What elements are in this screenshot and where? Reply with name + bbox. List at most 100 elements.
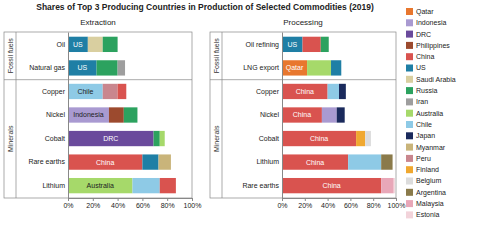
frame bbox=[4, 32, 192, 198]
y-tick-label: Oil bbox=[56, 41, 65, 48]
y-tick-label: Rare earths bbox=[242, 182, 279, 189]
bar-segment bbox=[282, 178, 381, 193]
legend-swatch bbox=[406, 65, 413, 72]
bar-segment bbox=[160, 131, 165, 146]
legend-item: DRC bbox=[406, 31, 431, 38]
segment-label: China bbox=[322, 182, 340, 189]
group-label: Fossil fuels bbox=[213, 38, 220, 74]
segment-label: Australia bbox=[87, 182, 114, 189]
legend-label: Australia bbox=[416, 110, 443, 117]
legend-swatch bbox=[406, 132, 413, 139]
bar-segment bbox=[118, 60, 125, 75]
x-tick: 0% bbox=[277, 198, 287, 209]
legend-item: Indonesia bbox=[406, 19, 446, 26]
x-tick-mark bbox=[93, 198, 94, 201]
legend-label: Malaysia bbox=[416, 200, 444, 208]
x-tick: 40% bbox=[321, 198, 335, 209]
bar-segment bbox=[348, 154, 381, 169]
x-tick: 100% bbox=[184, 198, 202, 209]
bar-segment bbox=[124, 107, 138, 122]
bar-segment bbox=[381, 178, 394, 193]
segment-label: China bbox=[306, 159, 324, 166]
bar-segment bbox=[68, 84, 103, 99]
y-tick-label: LNG export bbox=[243, 64, 279, 72]
legend-label: Japan bbox=[416, 132, 435, 140]
legend-swatch bbox=[406, 178, 413, 185]
x-tick-label: 20% bbox=[86, 202, 100, 209]
legend-label: Russia bbox=[416, 87, 438, 94]
group-separator bbox=[4, 79, 192, 80]
bar-segment bbox=[282, 60, 307, 75]
y-tick: Copper bbox=[42, 88, 68, 96]
legend-swatch bbox=[406, 42, 413, 49]
bar-segment bbox=[118, 84, 127, 99]
y-tick: Cobalt bbox=[45, 135, 68, 142]
legend-label: Finland bbox=[416, 166, 439, 173]
bar-segment bbox=[337, 107, 345, 122]
segment-label: Chile bbox=[77, 88, 93, 95]
x-tick: 20% bbox=[298, 198, 312, 209]
y-tick-label: Lithium bbox=[42, 182, 65, 189]
legend-item: Finland bbox=[406, 166, 439, 173]
x-tick-label: 60% bbox=[136, 202, 150, 209]
bar-segment bbox=[394, 178, 395, 193]
subtitle: Processing bbox=[283, 18, 323, 27]
bar-segment bbox=[282, 37, 303, 52]
x-tick: 0% bbox=[63, 198, 73, 209]
x-tick: 100% bbox=[388, 198, 406, 209]
x-axis-line bbox=[69, 199, 193, 202]
legend-label: Belgium bbox=[416, 177, 441, 185]
y-tick-label: Copper bbox=[256, 88, 280, 96]
legend-item: Chile bbox=[406, 121, 432, 128]
legend-swatch bbox=[406, 31, 413, 38]
x-tick: 20% bbox=[86, 198, 100, 209]
segment-label: Qatar bbox=[286, 64, 304, 72]
legend-swatch bbox=[406, 200, 413, 207]
y-tick: Cobalt bbox=[259, 135, 282, 142]
legend-swatch bbox=[406, 155, 413, 162]
bar-segment bbox=[132, 178, 159, 193]
y-axis: Oil Natural gas Copper Nickel Cobalt Rare ear… bbox=[28, 33, 68, 199]
y-tick-label: Rare earths bbox=[28, 158, 65, 165]
bar-segment bbox=[282, 131, 356, 146]
legend-label: Indonesia bbox=[416, 19, 446, 26]
x-tick-mark bbox=[192, 198, 193, 201]
bar-segment bbox=[331, 60, 341, 75]
group-label: Minerals bbox=[213, 125, 220, 152]
y-axis: Oil refiningLNG exportCopperNickelCobalt… bbox=[242, 33, 282, 199]
legend-swatch bbox=[406, 189, 413, 196]
legend-swatch bbox=[406, 211, 413, 218]
x-tick-mark bbox=[142, 198, 143, 201]
legend-item: Japan bbox=[406, 132, 435, 140]
chart: Shares of Top 3 Producing Countries in P… bbox=[0, 0, 480, 227]
segment-label: Indonesia bbox=[73, 111, 103, 118]
x-tick-label: 20% bbox=[298, 202, 312, 209]
bar-segment bbox=[159, 154, 171, 169]
x-tick-mark bbox=[373, 198, 374, 201]
panel: ProcessingFossil fuelsMineralsUSQatarChi… bbox=[210, 18, 405, 209]
legend-swatch bbox=[406, 19, 413, 26]
y-tick-label: Natural gas bbox=[29, 64, 65, 72]
legend-swatch bbox=[406, 87, 413, 94]
y-tick-label: Nickel bbox=[46, 111, 66, 118]
bar-segment bbox=[103, 37, 118, 52]
y-axis-line bbox=[282, 33, 283, 199]
bar-segment bbox=[109, 107, 124, 122]
bar-segment bbox=[365, 131, 371, 146]
legend-swatch bbox=[406, 144, 413, 151]
x-tick-mark bbox=[167, 198, 168, 201]
group-label: Fossil fuels bbox=[7, 38, 14, 74]
x-tick-label: 0% bbox=[277, 202, 287, 209]
bar-segment bbox=[303, 37, 321, 52]
bars bbox=[68, 37, 176, 194]
y-tick-label: Copper bbox=[42, 88, 66, 96]
segment-label: US bbox=[77, 64, 87, 71]
legend-item: Saudi Arabia bbox=[406, 76, 456, 83]
x-tick-mark bbox=[282, 198, 283, 201]
legend-label: Myanmar bbox=[416, 144, 446, 152]
bar-segment bbox=[68, 60, 97, 75]
legend-label: DRC bbox=[416, 31, 431, 38]
y-tick: Natural gas bbox=[29, 64, 68, 72]
bar-segment bbox=[339, 84, 346, 99]
x-tick-label: 40% bbox=[321, 202, 335, 209]
